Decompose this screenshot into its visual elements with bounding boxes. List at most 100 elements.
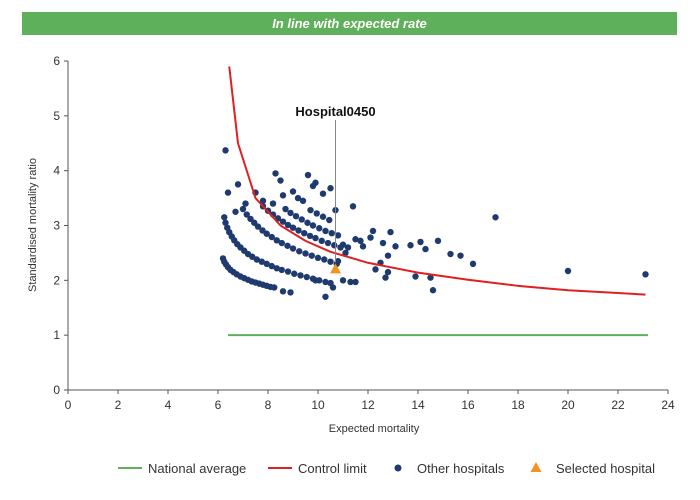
x-tick-label: 12: [361, 398, 375, 412]
hospital-point: [430, 287, 436, 293]
hospital-point: [327, 258, 333, 264]
hospital-point: [340, 277, 346, 283]
hospital-point: [370, 228, 376, 234]
hospital-point: [290, 224, 296, 230]
hospital-point: [327, 280, 333, 286]
legend-national-average: National average: [118, 461, 246, 476]
hospital-point: [290, 245, 296, 251]
hospital-point: [435, 238, 441, 244]
hospital-point: [235, 181, 241, 187]
legend-swatch: [531, 462, 542, 472]
hospital-point: [470, 261, 476, 267]
hospital-point: [350, 203, 356, 209]
hospital-point: [291, 271, 297, 277]
callout-label: Hospital0450: [295, 104, 375, 119]
hospital-point: [492, 214, 498, 220]
hospital-point: [293, 213, 299, 219]
hospital-point: [304, 274, 310, 280]
hospital-point: [280, 288, 286, 294]
hospital-point: [305, 172, 311, 178]
hospital-point: [329, 230, 335, 236]
hospital-point: [372, 266, 378, 272]
hospital-callout: Hospital0450: [295, 104, 375, 262]
hospital-point: [315, 255, 321, 261]
x-tick-label: 8: [265, 398, 272, 412]
x-tick-label: 0: [65, 398, 72, 412]
hospital-point: [232, 209, 238, 215]
x-tick-label: 10: [311, 398, 325, 412]
hospital-point: [382, 274, 388, 280]
legend-control-limit: Control limit: [268, 461, 367, 476]
hospital-point: [337, 244, 343, 250]
hospital-point: [225, 189, 231, 195]
hospital-point: [297, 272, 303, 278]
hospital-point: [307, 207, 313, 213]
hospital-point: [385, 252, 391, 258]
hospital-point: [422, 246, 428, 252]
x-tick-label: 6: [215, 398, 222, 412]
legend-selected-hospital: Selected hospital: [531, 461, 656, 476]
hospital-point: [380, 240, 386, 246]
hospital-point: [280, 192, 286, 198]
x-tick-label: 24: [661, 398, 675, 412]
x-tick-label: 22: [611, 398, 625, 412]
legend-label: Selected hospital: [556, 461, 655, 476]
hospital-point: [457, 252, 463, 258]
hospital-point: [321, 256, 327, 262]
hospital-point: [277, 177, 283, 183]
hospital-point: [320, 190, 326, 196]
hospital-point: [301, 230, 307, 236]
hospital-point: [221, 214, 227, 220]
hospital-point: [331, 242, 337, 248]
y-tick-label: 1: [53, 328, 60, 342]
hospital-point: [279, 267, 285, 273]
hospital-point: [345, 244, 351, 250]
hospital-point: [312, 235, 318, 241]
control-limit-curve: [229, 66, 645, 294]
hospital-point: [271, 284, 277, 290]
hospital-point: [565, 268, 571, 274]
hospital-point: [300, 198, 306, 204]
hospital-point: [327, 185, 333, 191]
hospital-point: [299, 216, 305, 222]
hospital-point: [316, 277, 322, 283]
hospital-point: [326, 217, 332, 223]
x-tick-label: 2: [115, 398, 122, 412]
hospital-point: [287, 289, 293, 295]
x-tick-label: 14: [411, 398, 425, 412]
hospital-point: [310, 275, 316, 281]
hospital-point: [310, 222, 316, 228]
y-axis-title: Standardised mortality ratio: [27, 158, 39, 292]
plot-area: [220, 66, 649, 335]
legend: National average Control limit Other hospi…: [118, 461, 655, 476]
hospital-point: [320, 214, 326, 220]
x-tick-label: 18: [511, 398, 525, 412]
hospital-point: [642, 271, 648, 277]
hospital-point: [302, 250, 308, 256]
hospital-point: [290, 188, 296, 194]
hospital-point: [312, 180, 318, 186]
hospital-point: [387, 229, 393, 235]
x-tick-label: 20: [561, 398, 575, 412]
hospital-point: [352, 279, 358, 285]
y-tick-label: 4: [53, 164, 60, 178]
x-axis-title: Expected mortality: [329, 423, 420, 435]
legend-other-hospitals: Other hospitals: [395, 461, 505, 476]
x-tick-label: 4: [165, 398, 172, 412]
hospital-point: [279, 240, 285, 246]
hospital-point: [385, 269, 391, 275]
hospital-point: [316, 225, 322, 231]
hospital-point: [392, 243, 398, 249]
hospital-point: [417, 239, 423, 245]
legend-label: National average: [148, 461, 246, 476]
hospital-point: [367, 234, 373, 240]
hospital-point: [412, 273, 418, 279]
x-tick-label: 16: [461, 398, 475, 412]
hospital-point: [272, 170, 278, 176]
legend-swatch: [395, 465, 402, 472]
legend-label: Other hospitals: [417, 461, 505, 476]
hospital-point: [304, 220, 310, 226]
hospital-point: [240, 206, 246, 212]
hospital-point: [270, 200, 276, 206]
y-tick-label: 5: [53, 109, 60, 123]
